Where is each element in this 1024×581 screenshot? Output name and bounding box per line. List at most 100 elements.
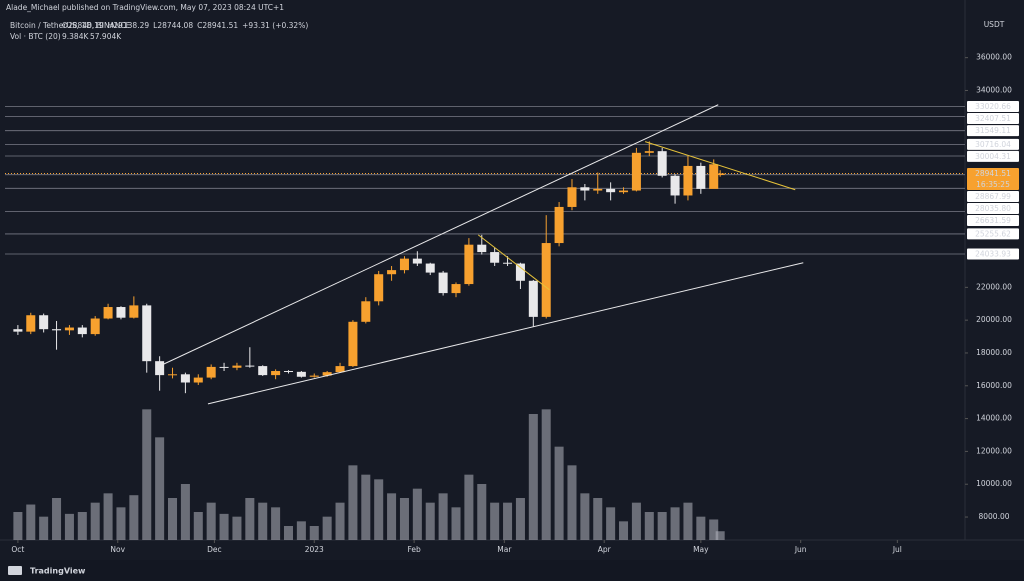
volume-bar — [361, 474, 371, 540]
price-label-box — [967, 138, 1019, 150]
candle-body — [515, 263, 525, 281]
price-label: 32407.51 — [975, 114, 1011, 123]
candle-body — [245, 365, 255, 367]
price-label: 24033.93 — [975, 249, 1011, 258]
y-tick-label: 14000.00 — [976, 414, 1012, 423]
volume-bar — [155, 437, 165, 540]
candle-body — [715, 173, 725, 175]
volume-bar — [554, 446, 564, 540]
x-tick-label: Oct — [11, 545, 24, 554]
candle-body — [451, 284, 461, 294]
volume-bar — [39, 516, 49, 540]
price-label-box — [967, 150, 1019, 162]
candle-body — [683, 165, 693, 196]
volume-bar — [348, 465, 358, 540]
price-label: 28035.80 — [975, 204, 1011, 213]
volume-bar — [709, 519, 719, 540]
countdown: 16:35:25 — [976, 180, 1010, 189]
ohlc-value: O28848.19 — [62, 21, 104, 30]
brand: TradingView — [30, 567, 86, 576]
candle-body — [309, 375, 319, 377]
y-tick-label: 36000.00 — [976, 53, 1012, 62]
volume-bar — [580, 493, 590, 540]
volume-bar — [245, 498, 255, 540]
volume-bar — [193, 512, 203, 540]
x-tick-label: Feb — [407, 545, 421, 554]
y-tick-label: 18000.00 — [976, 348, 1012, 357]
candle-body — [39, 315, 49, 330]
price-label-box — [967, 125, 1019, 137]
candle-body — [116, 307, 126, 318]
volume-bar — [412, 488, 422, 540]
y-tick-label: 34000.00 — [976, 85, 1012, 94]
candle-body — [348, 321, 358, 367]
x-tick-label: Jun — [794, 545, 807, 554]
volume-bar — [438, 493, 448, 540]
price-label: 28867.99 — [975, 192, 1011, 201]
volume-bar — [425, 502, 435, 540]
volume-bar — [309, 526, 319, 540]
volume-bar — [142, 409, 152, 540]
candle-body — [554, 206, 564, 244]
trendline — [477, 234, 550, 291]
candle-body — [271, 371, 281, 376]
volume-bar — [490, 502, 500, 540]
volume-bar — [168, 498, 178, 540]
price-label-box — [967, 167, 1019, 190]
volume-bar — [52, 498, 62, 540]
volume-bar — [129, 495, 139, 540]
candle-body — [593, 188, 603, 191]
volume-bar — [232, 516, 242, 540]
x-tick-label: Dec — [207, 545, 222, 554]
candle-body — [322, 372, 332, 376]
price-label: 30004.31 — [975, 152, 1011, 161]
y-tick-label: 20000.00 — [976, 315, 1012, 324]
volume-bar — [696, 516, 706, 540]
volume-value: 9.384K — [62, 32, 89, 41]
currency: USDT — [984, 20, 1005, 29]
volume-bar — [296, 521, 306, 540]
brand-logo — [8, 566, 22, 575]
volume-bar — [515, 498, 525, 540]
candle-body — [52, 329, 62, 331]
price-label: 33020.66 — [975, 102, 1011, 111]
candle-body — [387, 270, 397, 275]
trendline — [157, 104, 719, 368]
candle-body — [541, 243, 551, 317]
candle-body — [438, 272, 448, 294]
price-label: 30716.04 — [975, 140, 1011, 149]
candle-body — [283, 371, 293, 373]
volume-bar — [258, 502, 268, 540]
volume-bar — [541, 409, 551, 540]
y-tick-label: 8000.00 — [978, 512, 1009, 521]
volume-bar — [374, 479, 384, 540]
candle-body — [644, 151, 654, 153]
volume-bar — [116, 507, 126, 540]
ohlc-value: C28941.51 — [197, 21, 238, 30]
x-tick-label: Apr — [598, 545, 612, 554]
volume-bar — [593, 498, 603, 540]
volume-bar — [206, 502, 216, 540]
candle-body — [696, 165, 706, 189]
candle-body — [77, 327, 87, 335]
candle-body — [399, 258, 409, 271]
volume-bar — [670, 507, 680, 540]
x-tick-label: 2023 — [305, 545, 324, 554]
x-tick-label: Jul — [892, 545, 902, 554]
candle-body — [335, 366, 345, 373]
candle-body — [103, 307, 113, 319]
candle-body — [219, 366, 229, 368]
y-tick-label: 22000.00 — [976, 282, 1012, 291]
volume-average: 57.904K — [90, 32, 122, 41]
price-label-box — [967, 113, 1019, 125]
volume-bar — [464, 474, 474, 540]
ohlc-value: +93.31 (+0.32%) — [242, 21, 308, 30]
candle-body — [580, 187, 590, 191]
trendline — [207, 262, 804, 405]
candle-body — [425, 263, 435, 273]
volume-bar — [219, 513, 229, 540]
x-tick-label: Nov — [110, 545, 125, 554]
price-label-box — [967, 214, 1019, 226]
candle-body — [670, 175, 680, 196]
